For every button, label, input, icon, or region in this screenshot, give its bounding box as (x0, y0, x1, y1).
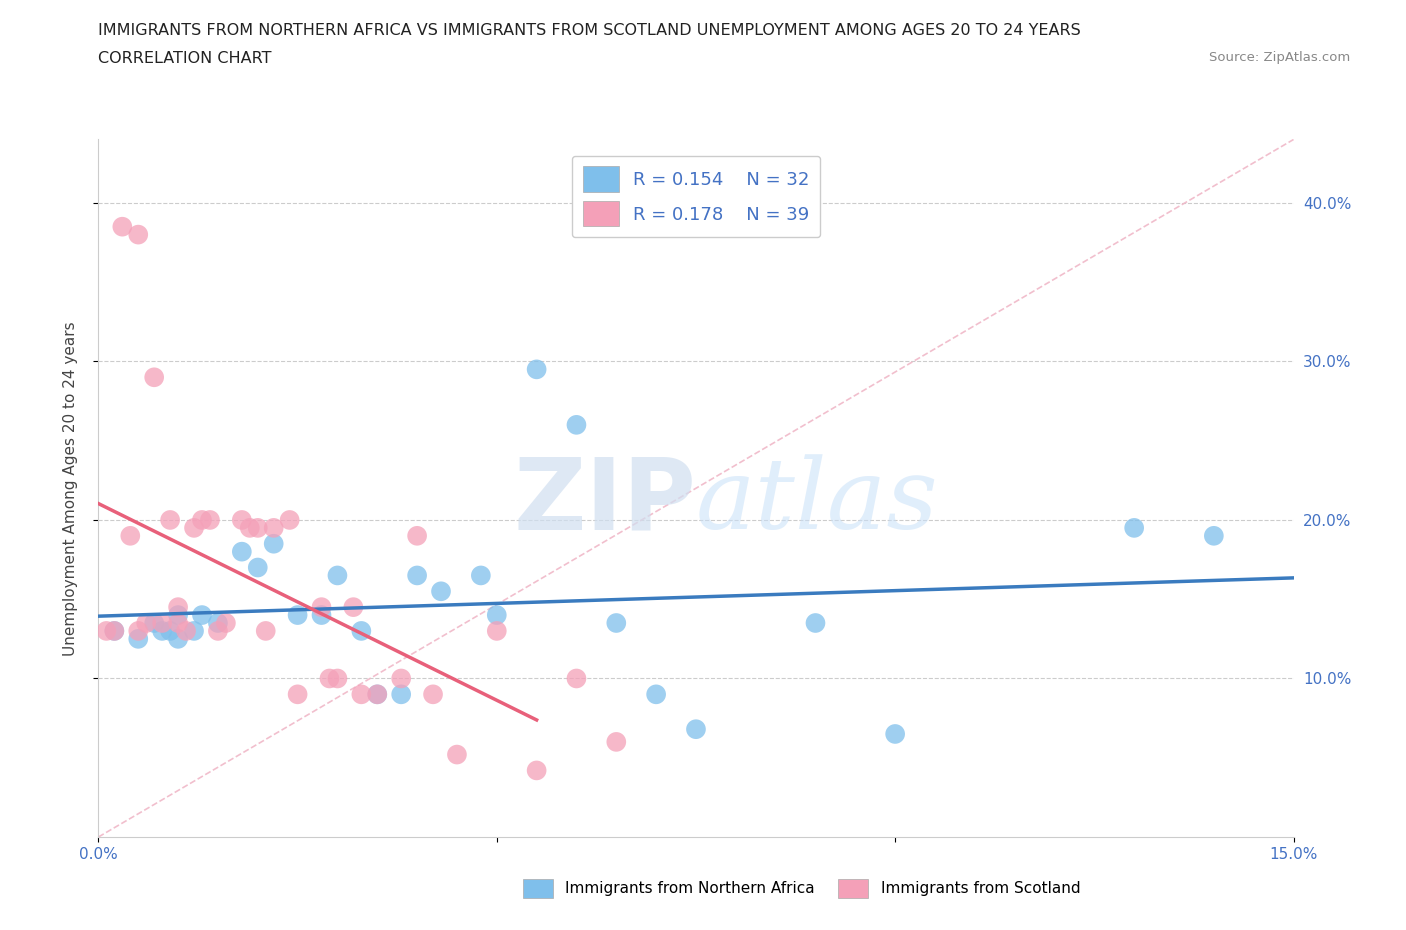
Point (350, 623, 373, 638)
Point (231, 544, 253, 559)
Point (389, 671, 412, 686)
Point (127, 623, 149, 638)
Point (96, 623, 118, 638)
Point (326, 568, 349, 583)
Point (215, 616, 238, 631)
Point (406, 528, 429, 543)
Point (191, 512, 214, 527)
Point (526, 362, 548, 377)
Point (446, 747, 468, 762)
Point (526, 763, 548, 777)
Legend: Immigrants from Northern Africa, Immigrants from Scotland: Immigrants from Northern Africa, Immigra… (516, 873, 1087, 904)
Point (366, 687, 388, 702)
Point (198, 512, 221, 527)
Point (565, 671, 588, 686)
Point (278, 512, 301, 527)
Point (183, 623, 205, 638)
Point (159, 512, 181, 527)
Point (406, 568, 429, 583)
Point (804, 616, 827, 631)
Point (884, 726, 907, 741)
Point (167, 631, 190, 646)
Y-axis label: Unemployment Among Ages 20 to 24 years: Unemployment Among Ages 20 to 24 years (63, 321, 77, 656)
Point (103, 623, 125, 638)
Point (645, 687, 668, 702)
Point (143, 370, 166, 385)
Point (605, 616, 627, 631)
Point (389, 687, 412, 702)
Legend: R = 0.154    N = 32, R = 0.178    N = 39: R = 0.154 N = 32, R = 0.178 N = 39 (572, 155, 820, 237)
Point (111, 219, 134, 234)
Point (103, 623, 125, 638)
Point (1202, 528, 1225, 543)
Point (207, 616, 229, 631)
Point (263, 537, 285, 551)
Point (167, 607, 190, 622)
Point (120, 528, 142, 543)
Point (207, 623, 229, 638)
Point (287, 687, 309, 702)
Point (311, 600, 333, 615)
Point (470, 568, 492, 583)
Text: Source: ZipAtlas.com: Source: ZipAtlas.com (1209, 51, 1350, 64)
Point (318, 671, 340, 686)
Point (135, 616, 157, 631)
Point (246, 560, 269, 575)
Point (685, 722, 707, 737)
Point (150, 623, 173, 638)
Point (167, 616, 190, 631)
Point (183, 521, 205, 536)
Text: atlas: atlas (696, 455, 939, 550)
Point (127, 227, 149, 242)
Point (485, 623, 508, 638)
Point (159, 623, 181, 638)
Point (143, 616, 166, 631)
Point (326, 671, 349, 686)
Point (311, 607, 333, 622)
Point (191, 607, 214, 622)
Point (174, 623, 197, 638)
Point (565, 418, 588, 432)
Point (350, 687, 373, 702)
Point (167, 600, 190, 615)
Point (287, 607, 309, 622)
Point (342, 600, 364, 615)
Text: ZIP: ZIP (513, 454, 696, 551)
Point (231, 512, 253, 527)
Point (366, 687, 388, 702)
Point (127, 631, 149, 646)
Text: CORRELATION CHART: CORRELATION CHART (98, 51, 271, 66)
Point (485, 607, 508, 622)
Point (263, 521, 285, 536)
Point (239, 521, 262, 536)
Point (1123, 521, 1146, 536)
Point (254, 623, 277, 638)
Point (150, 616, 173, 631)
Text: IMMIGRANTS FROM NORTHERN AFRICA VS IMMIGRANTS FROM SCOTLAND UNEMPLOYMENT AMONG A: IMMIGRANTS FROM NORTHERN AFRICA VS IMMIG… (98, 23, 1081, 38)
Point (422, 687, 444, 702)
Point (605, 735, 627, 750)
Point (246, 521, 269, 536)
Point (430, 584, 453, 599)
